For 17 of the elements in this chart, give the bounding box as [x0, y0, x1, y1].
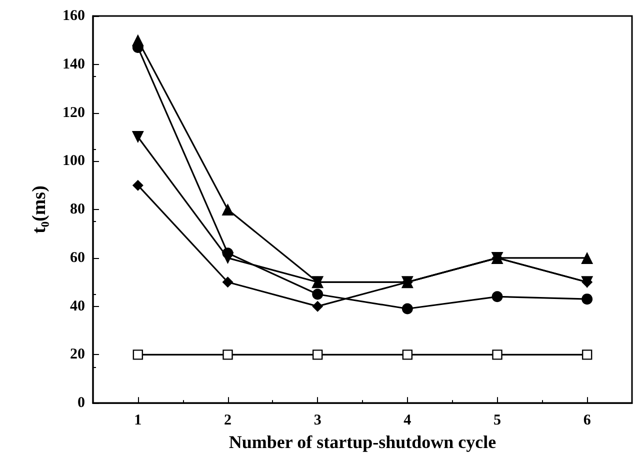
y-tick-label: 160 [62, 8, 85, 24]
x-tick-label: 5 [494, 412, 501, 429]
x-tick-label: 6 [583, 412, 592, 429]
y-tick-label: 120 [62, 104, 85, 121]
x-tick-label: 3 [314, 412, 322, 429]
y-tick-label: 40 [70, 298, 85, 314]
y-axis-title: t₀(ms) [29, 186, 50, 234]
y-tick-label: 60 [70, 250, 85, 266]
y-tick-label: 140 [62, 56, 85, 72]
y-tick-label: 20 [70, 346, 85, 363]
y-tick-label: 0 [78, 395, 85, 412]
x-tick-label: 4 [404, 412, 412, 429]
y-tick-label: 80 [70, 202, 85, 218]
x-tick-label: 2 [224, 412, 232, 429]
x-tick-label: 1 [134, 412, 142, 429]
x-axis-title: Number of startup-shutdown cycle [228, 432, 496, 452]
y-tick-label: 100 [62, 153, 85, 170]
